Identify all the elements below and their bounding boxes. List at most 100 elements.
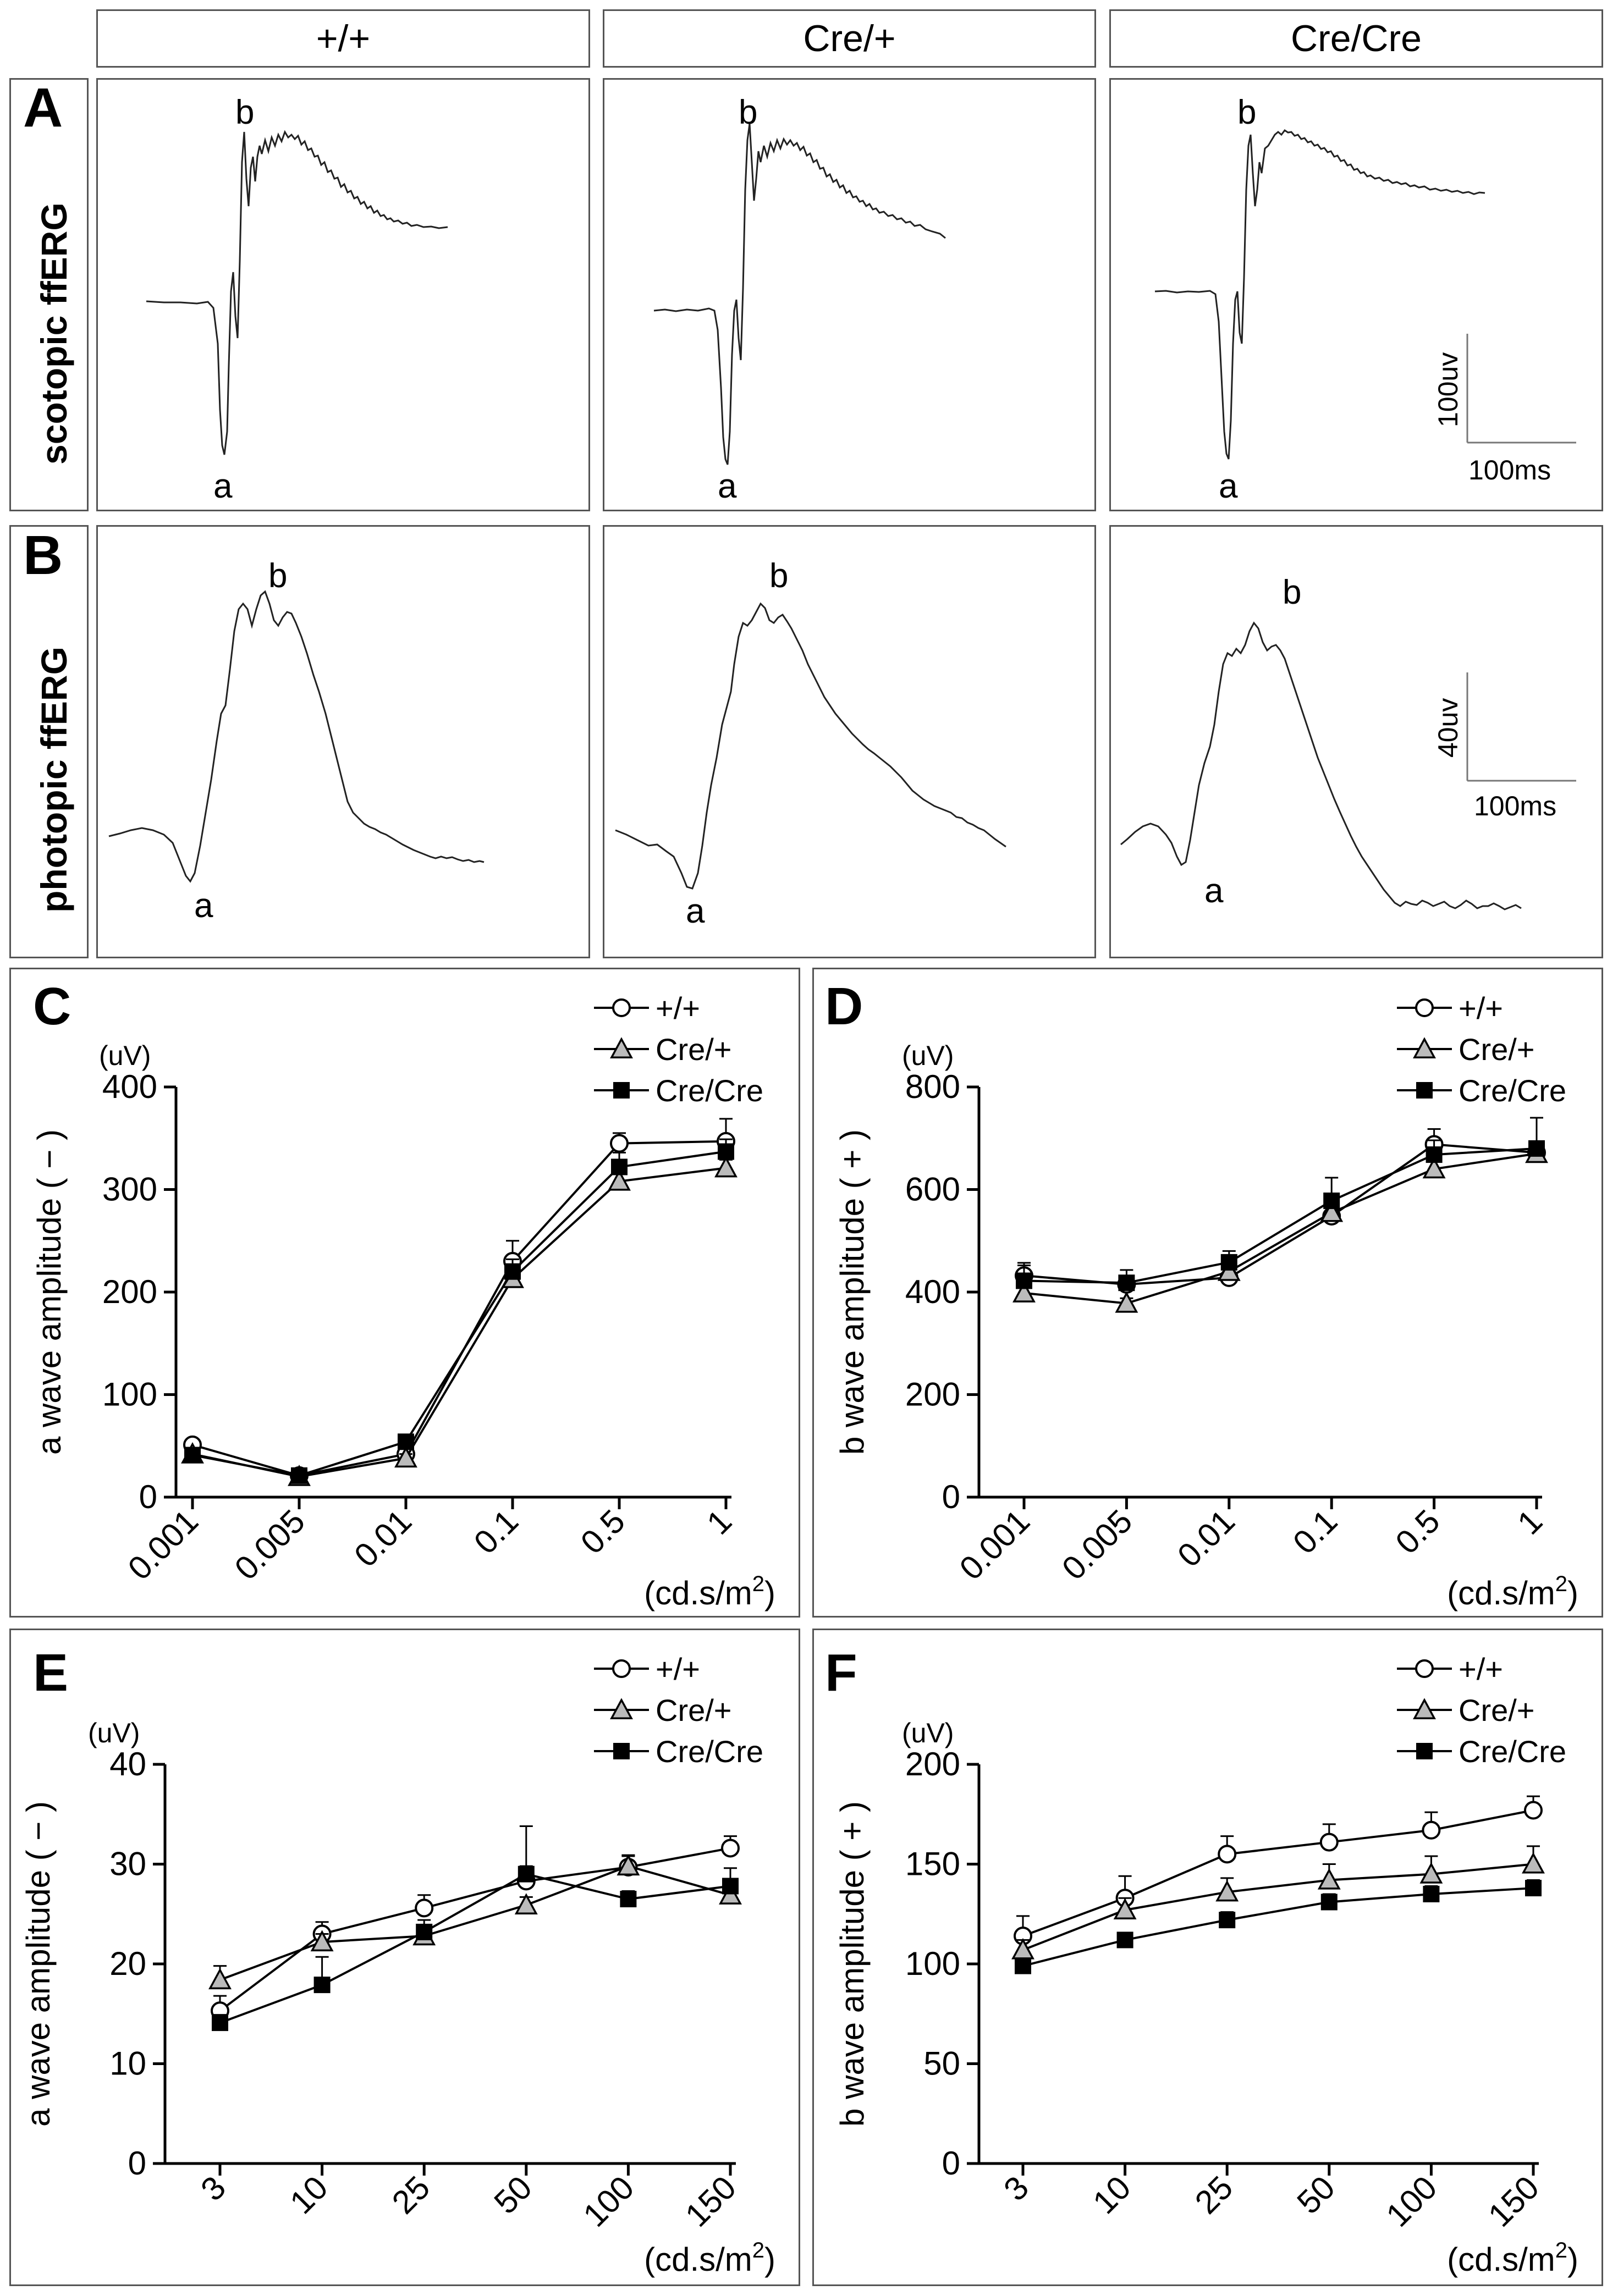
series-line: [192, 1167, 727, 1478]
data-point: [394, 1446, 417, 1468]
x-tick-label: 0.5: [574, 1503, 632, 1561]
legend-label-hom: Cre/Cre: [656, 1734, 763, 1769]
legend: +/+ Cre/+ Cre/Cre: [1397, 1652, 1566, 1769]
wave-label-a-hom: a: [1219, 467, 1238, 505]
legend-marker-het: [610, 1698, 633, 1720]
y-axis-label: a wave amplitude ( − ): [20, 1801, 57, 2127]
unit-label: (uV): [902, 1718, 954, 1748]
legend-marker-het: [610, 1037, 633, 1059]
data-point: [1011, 1938, 1034, 1960]
data-point: [1323, 1193, 1340, 1210]
x-tick-label: 1: [1510, 1503, 1549, 1542]
wave-label-b-hom: b: [1237, 93, 1256, 131]
legend-marker-wt: [1415, 998, 1434, 1017]
scale-bar-amplitude-label: 100uv: [1433, 352, 1463, 427]
x-unit-label: (cd.s/m2): [1447, 2238, 1578, 2278]
scotopic-waveform-het: [653, 123, 946, 465]
y-tick-label: 150: [905, 1846, 960, 1883]
y-axis-label: a wave amplitude ( − ): [31, 1129, 68, 1455]
series-line: [219, 1847, 731, 2012]
series-line: [1022, 1863, 1534, 1951]
column-header-hom: Cre/Cre: [1109, 9, 1603, 68]
legend-label-wt: +/+: [656, 991, 700, 1025]
legend: +/+ Cre/+ Cre/Cre: [594, 1652, 763, 1769]
column-header-het: Cre/+: [603, 9, 1096, 68]
chart-panel-d: D (uV) 0 200 400 600 800 b wave amplitude ( + )…: [812, 968, 1603, 1618]
series-line: [192, 1150, 727, 1477]
data-point: [1320, 1200, 1344, 1222]
photopic-wave-label-a-wt: a: [194, 887, 213, 925]
x-tick-label: 1: [700, 1503, 739, 1542]
unit-label: (uV): [99, 1040, 151, 1071]
x-tick-label: 0.1: [467, 1503, 525, 1561]
legend-marker-wt: [612, 1659, 631, 1678]
data-point: [617, 1854, 640, 1876]
panel-letter-b: B: [23, 525, 63, 586]
data-point: [1320, 1894, 1338, 1911]
y-tick-label: 600: [905, 1171, 960, 1208]
series-line: [219, 1873, 731, 2024]
x-tick-label: 50: [487, 2169, 539, 2221]
series-line: [1023, 1152, 1537, 1305]
x-unit-label: (cd.s/m2): [1447, 1572, 1578, 1611]
wave-label-b-het: b: [739, 93, 757, 131]
data-point: [415, 1898, 434, 1918]
y-tick-label: 0: [942, 1478, 960, 1515]
scotopic-trace-panel-het: b a: [603, 78, 1096, 511]
data-point: [1115, 1291, 1138, 1313]
series-het: [208, 1854, 742, 1990]
wave-label-a-wt: a: [213, 467, 233, 505]
x-tick-label: 100: [576, 2169, 641, 2234]
data-point: [1525, 1880, 1542, 1897]
series-line: [1022, 1809, 1534, 1938]
scale-bar-time-label: 100ms: [1468, 455, 1551, 485]
data-point: [1528, 1140, 1545, 1157]
legend-label-hom: Cre/Cre: [656, 1073, 763, 1108]
scotopic-scale-bar: 100uv 100ms: [1433, 334, 1576, 485]
x-tick-label: 10: [283, 2169, 335, 2221]
y-tick-label: 10: [109, 2045, 146, 2082]
legend-label-wt: +/+: [1459, 1652, 1503, 1686]
data-point: [714, 1156, 738, 1178]
data-point: [310, 1930, 334, 1952]
x-tick-label: 0.001: [121, 1503, 206, 1587]
data-point: [416, 1923, 433, 1940]
data-point: [1426, 1146, 1443, 1163]
scotopic-trace-hom: b a 100uv 100ms: [1154, 93, 1576, 505]
chart-panel-e: E (uV) 0 10 20 30 40 a wave amplitude ( − ) 3 10 2…: [9, 1629, 800, 2286]
wave-label-b-wt: b: [235, 93, 254, 131]
series-het: [1012, 1141, 1548, 1313]
series-hom: [1016, 1117, 1545, 1292]
y-tick-label: 20: [109, 1945, 146, 1982]
y-tick-label: 100: [102, 1376, 157, 1413]
data-point: [610, 1134, 629, 1153]
chart-e: E (uV) 0 10 20 30 40 a wave amplitude ( − ) 3 10 2…: [20, 1643, 775, 2278]
legend-label-het: Cre/+: [656, 1693, 732, 1727]
data-point: [504, 1263, 521, 1280]
y-tick-label: 800: [905, 1068, 960, 1105]
data-point: [208, 1968, 232, 1990]
photopic-trace-panel-hom: b a 40uv 100ms: [1109, 525, 1603, 958]
data-point: [291, 1467, 307, 1484]
data-point: [1319, 1833, 1339, 1852]
series-wt: [211, 1835, 740, 2021]
y-tick-label: 50: [923, 2045, 960, 2082]
x-tick-label: 150: [678, 2169, 743, 2234]
panel-letter-a: A: [23, 77, 63, 139]
legend-marker-wt: [612, 998, 631, 1017]
photopic-wave-label-b-hom: b: [1283, 573, 1301, 611]
photopic-wave-label-a-hom: a: [1204, 872, 1224, 910]
row-label-box-scotopic: [9, 78, 89, 511]
data-point: [1217, 1260, 1241, 1281]
data-point: [611, 1158, 628, 1175]
y-tick-label: 30: [109, 1846, 146, 1883]
x-unit-superscript: 2: [1555, 2238, 1567, 2262]
data-point: [721, 1839, 740, 1858]
y-tick-label: 400: [102, 1068, 157, 1105]
chart-d: D (uV) 0 200 400 600 800 b wave amplitude ( + )…: [825, 977, 1578, 1611]
legend-label-wt: +/+: [1459, 991, 1503, 1025]
panel-letter-e: E: [33, 1643, 68, 1702]
legend-marker-hom: [1416, 1743, 1433, 1759]
photopic-trace-panel-het: b a: [603, 525, 1096, 958]
legend-marker-hom: [613, 1743, 630, 1759]
